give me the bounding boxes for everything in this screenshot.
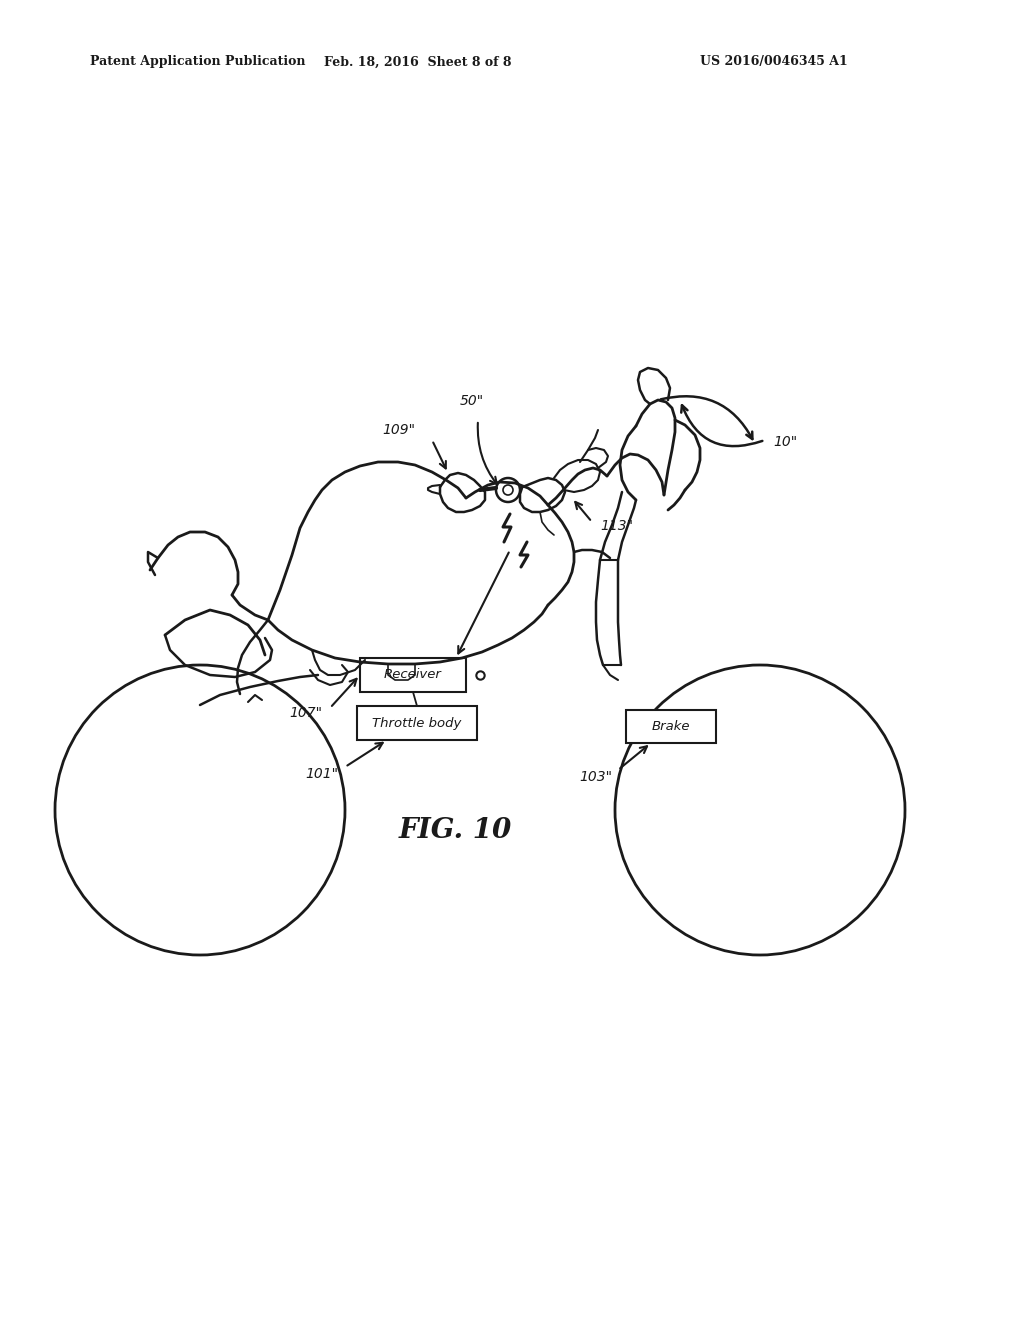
FancyBboxPatch shape xyxy=(626,710,716,743)
Text: Brake: Brake xyxy=(651,719,690,733)
Text: Throttle body: Throttle body xyxy=(373,717,462,730)
Text: Patent Application Publication: Patent Application Publication xyxy=(90,55,305,69)
Text: 103": 103" xyxy=(579,770,612,784)
Text: 10": 10" xyxy=(773,436,797,449)
Text: 101": 101" xyxy=(305,767,338,781)
Text: FIG. 10: FIG. 10 xyxy=(398,817,512,843)
FancyBboxPatch shape xyxy=(360,657,466,692)
Text: 107": 107" xyxy=(289,706,322,719)
Text: 109": 109" xyxy=(382,422,415,437)
Text: Feb. 18, 2016  Sheet 8 of 8: Feb. 18, 2016 Sheet 8 of 8 xyxy=(325,55,512,69)
Text: 113": 113" xyxy=(600,519,633,533)
Text: Receiver: Receiver xyxy=(384,668,442,681)
FancyBboxPatch shape xyxy=(357,706,477,741)
Text: US 2016/0046345 A1: US 2016/0046345 A1 xyxy=(700,55,848,69)
FancyArrowPatch shape xyxy=(660,396,753,440)
Text: 50": 50" xyxy=(460,393,484,408)
